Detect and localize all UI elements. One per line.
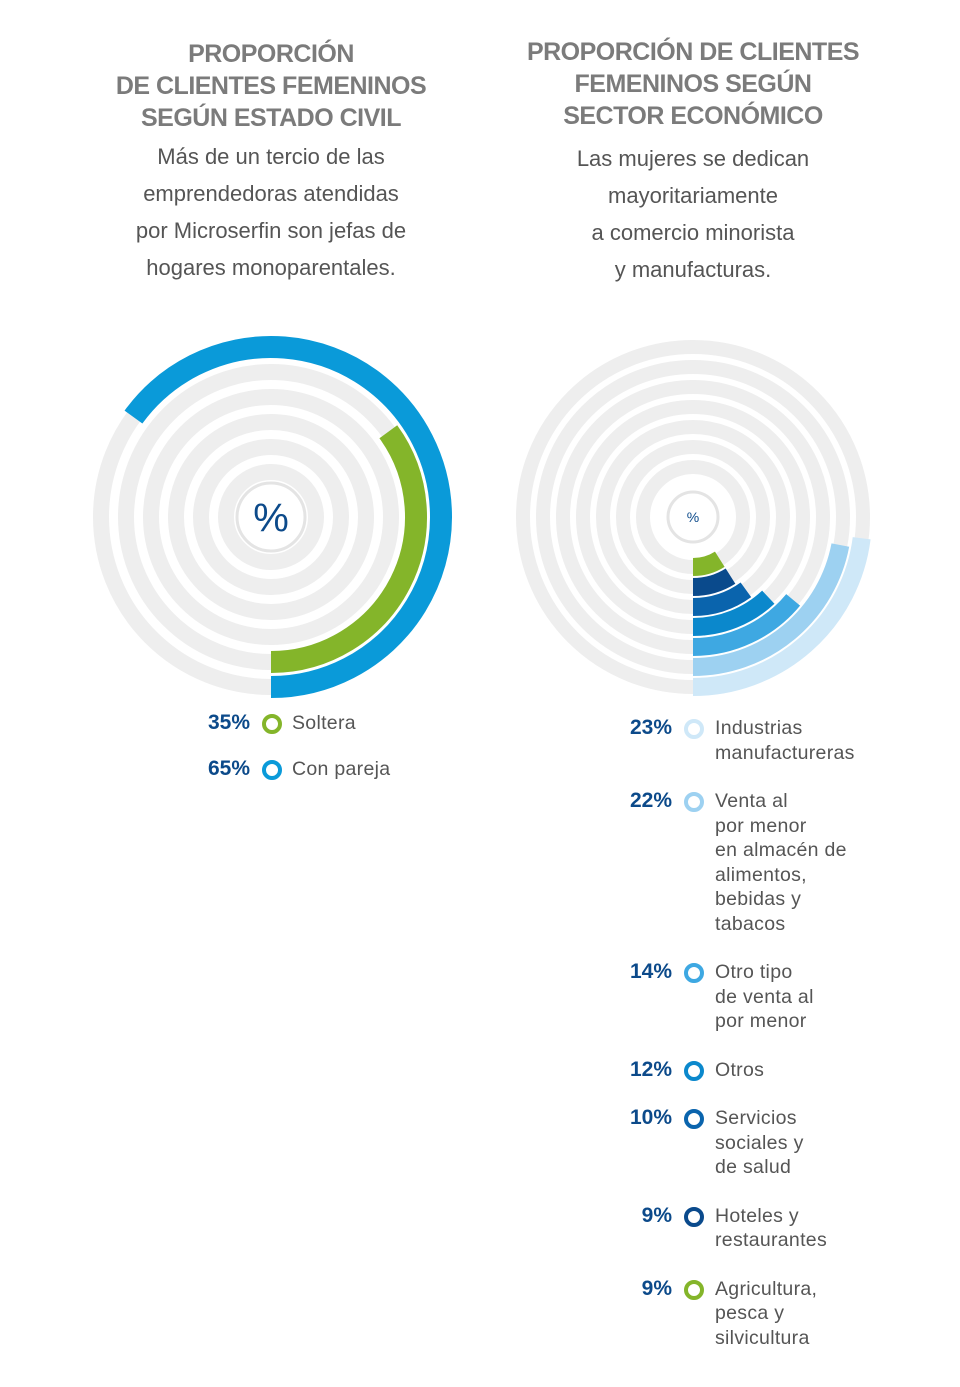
chart-subtitle: Las mujeres se dedican mayoritariamente … <box>576 146 810 282</box>
legend-marker <box>684 1279 704 1300</box>
legend-label: Con pareja <box>292 757 391 780</box>
background-ring <box>143 389 399 645</box>
center-label: % <box>253 496 289 540</box>
legend-marker <box>684 1206 704 1227</box>
legend-marker <box>684 1109 704 1129</box>
legend-item: 65% Con pareja <box>190 757 390 782</box>
legend-marker <box>684 1060 704 1081</box>
background-ring <box>218 464 324 570</box>
value-label: 22% <box>629 789 672 812</box>
radial-bar <box>692 582 752 616</box>
radial-bar <box>692 593 801 656</box>
legend-item: 35% Soltera <box>190 711 390 736</box>
legend-item: 9% Agricultura, pesca y silvicultura <box>612 1277 855 1351</box>
legend-label: Hoteles y restaurantes <box>715 1204 827 1252</box>
background-ring <box>193 439 349 595</box>
legend-label: Otros <box>715 1058 765 1081</box>
value-label: 9% <box>641 1276 672 1300</box>
legend-item: 10% Servicios sociales y de salud <box>612 1106 855 1180</box>
legend-marker <box>684 719 704 739</box>
legend-marker <box>262 714 282 734</box>
value-label: 14% <box>629 960 672 983</box>
legend-marker <box>262 759 282 780</box>
legend-item: 22% Venta al por menor en almacén de alim… <box>612 789 855 936</box>
legend-label: Venta al por menor en almacén de aliment… <box>715 790 847 935</box>
value-label: 23% <box>629 716 672 739</box>
hub <box>235 481 307 553</box>
radial-bar <box>692 551 725 576</box>
legend-label: Agricultura, pesca y silvicultura <box>715 1277 818 1349</box>
value-label: 35% <box>207 711 250 734</box>
radial-bar <box>692 537 871 696</box>
hub <box>666 490 720 544</box>
legend-item: 14% Otro tipo de venta al por menor <box>612 960 855 1034</box>
radial-bar <box>124 336 452 698</box>
legend-marker <box>684 792 704 812</box>
radial-bar <box>692 568 736 596</box>
chart-title: PROPORCIÓN DE CLIENTES FEMENINOS SEGÚN S… <box>526 38 860 130</box>
center-label: % <box>687 509 699 525</box>
background-ring <box>168 414 374 620</box>
radial-bar <box>692 590 775 636</box>
legend-label: Soltera <box>292 712 356 734</box>
radial-bar <box>270 425 427 673</box>
legend-item: 12% Otros <box>612 1058 855 1083</box>
value-label: 10% <box>629 1106 672 1129</box>
legend: 35% Soltera 65% Con pareja <box>190 711 390 781</box>
legend-label: Servicios sociales y de salud <box>715 1107 804 1178</box>
value-label: 65% <box>207 756 250 780</box>
legend-label: Otro tipo de venta al por menor <box>715 961 814 1032</box>
legend-item: 9% Hoteles y restaurantes <box>612 1204 855 1253</box>
radial-bar <box>692 543 850 676</box>
chart-title: PROPORCIÓN DE CLIENTES FEMENINOS SEGÚN E… <box>115 40 427 132</box>
legend-label: Industrias manufactureras <box>715 717 855 764</box>
legend-marker <box>684 963 704 983</box>
value-label: 12% <box>629 1057 672 1081</box>
value-label: 9% <box>641 1203 672 1227</box>
chart-subtitle: Más de un tercio de las emprendedoras at… <box>135 144 407 280</box>
legend-item: 23% Industrias manufactureras <box>612 716 855 765</box>
legend: 23% Industrias manufactureras 22% Venta al … <box>612 716 855 1350</box>
